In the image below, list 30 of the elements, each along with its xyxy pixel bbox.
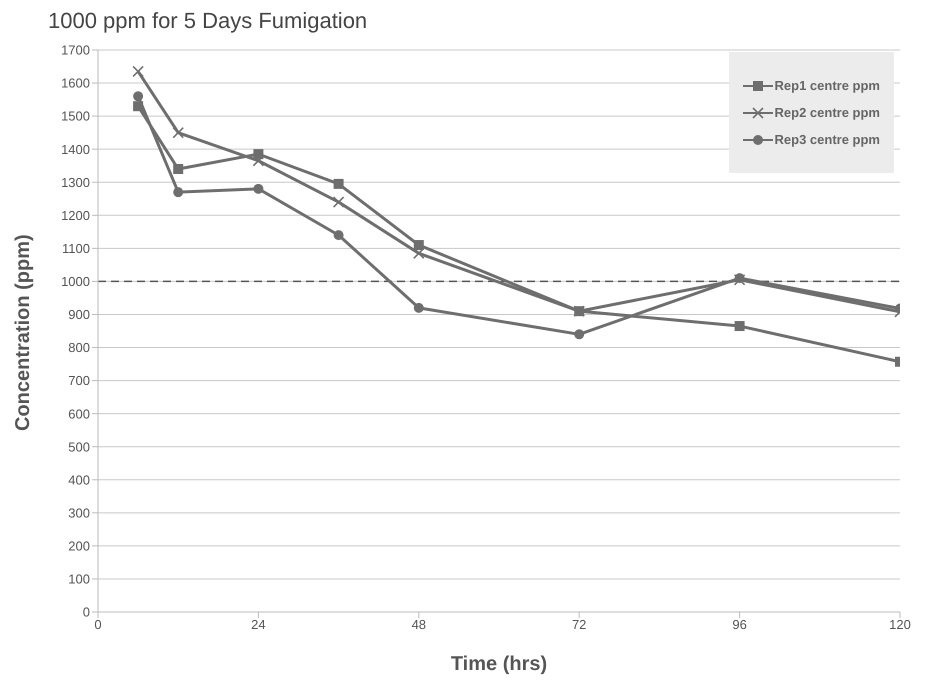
legend-label: Rep1 centre ppm [774, 78, 880, 93]
y-tick-label: 1600 [61, 76, 90, 91]
y-tick-label: 600 [68, 406, 90, 422]
x-tick-label: 120 [889, 617, 911, 632]
y-tick-label: 500 [68, 439, 90, 454]
y-tick-label: 1300 [61, 174, 90, 190]
y-tick-label: 1100 [62, 240, 90, 256]
y-tick-label: 200 [68, 538, 90, 554]
x-tick-label: 48 [412, 617, 426, 632]
y-tick-label: 700 [68, 373, 90, 388]
y-tick-label: 100 [68, 572, 90, 587]
x-tick-label: 72 [572, 617, 586, 632]
y-tick-label: 0 [82, 604, 90, 620]
x-tick-label: 96 [732, 617, 747, 632]
y-tick-label: 1700 [61, 42, 90, 58]
legend-label: Rep3 centre ppm [774, 132, 880, 147]
legend-label: Rep2 centre ppm [774, 105, 880, 120]
y-tick-label: 1200 [61, 208, 90, 223]
y-tick-label: 1000 [61, 274, 90, 290]
y-tick-label: 800 [68, 340, 90, 356]
y-tick-label: 1500 [61, 108, 90, 124]
x-axis-title: Time (hrs) [450, 653, 548, 675]
y-tick-label: 300 [68, 505, 90, 520]
chart-title: 1000 ppm for 5 Days Fumigation [48, 8, 368, 35]
y-tick-label: 1400 [61, 142, 90, 157]
x-tick-label: 0 [94, 617, 102, 632]
y-axis-title: Concentration (ppm) [12, 234, 34, 431]
y-tick-label: 400 [68, 472, 90, 488]
y-tick-label: 900 [68, 307, 90, 322]
x-tick-label: 24 [251, 617, 266, 632]
